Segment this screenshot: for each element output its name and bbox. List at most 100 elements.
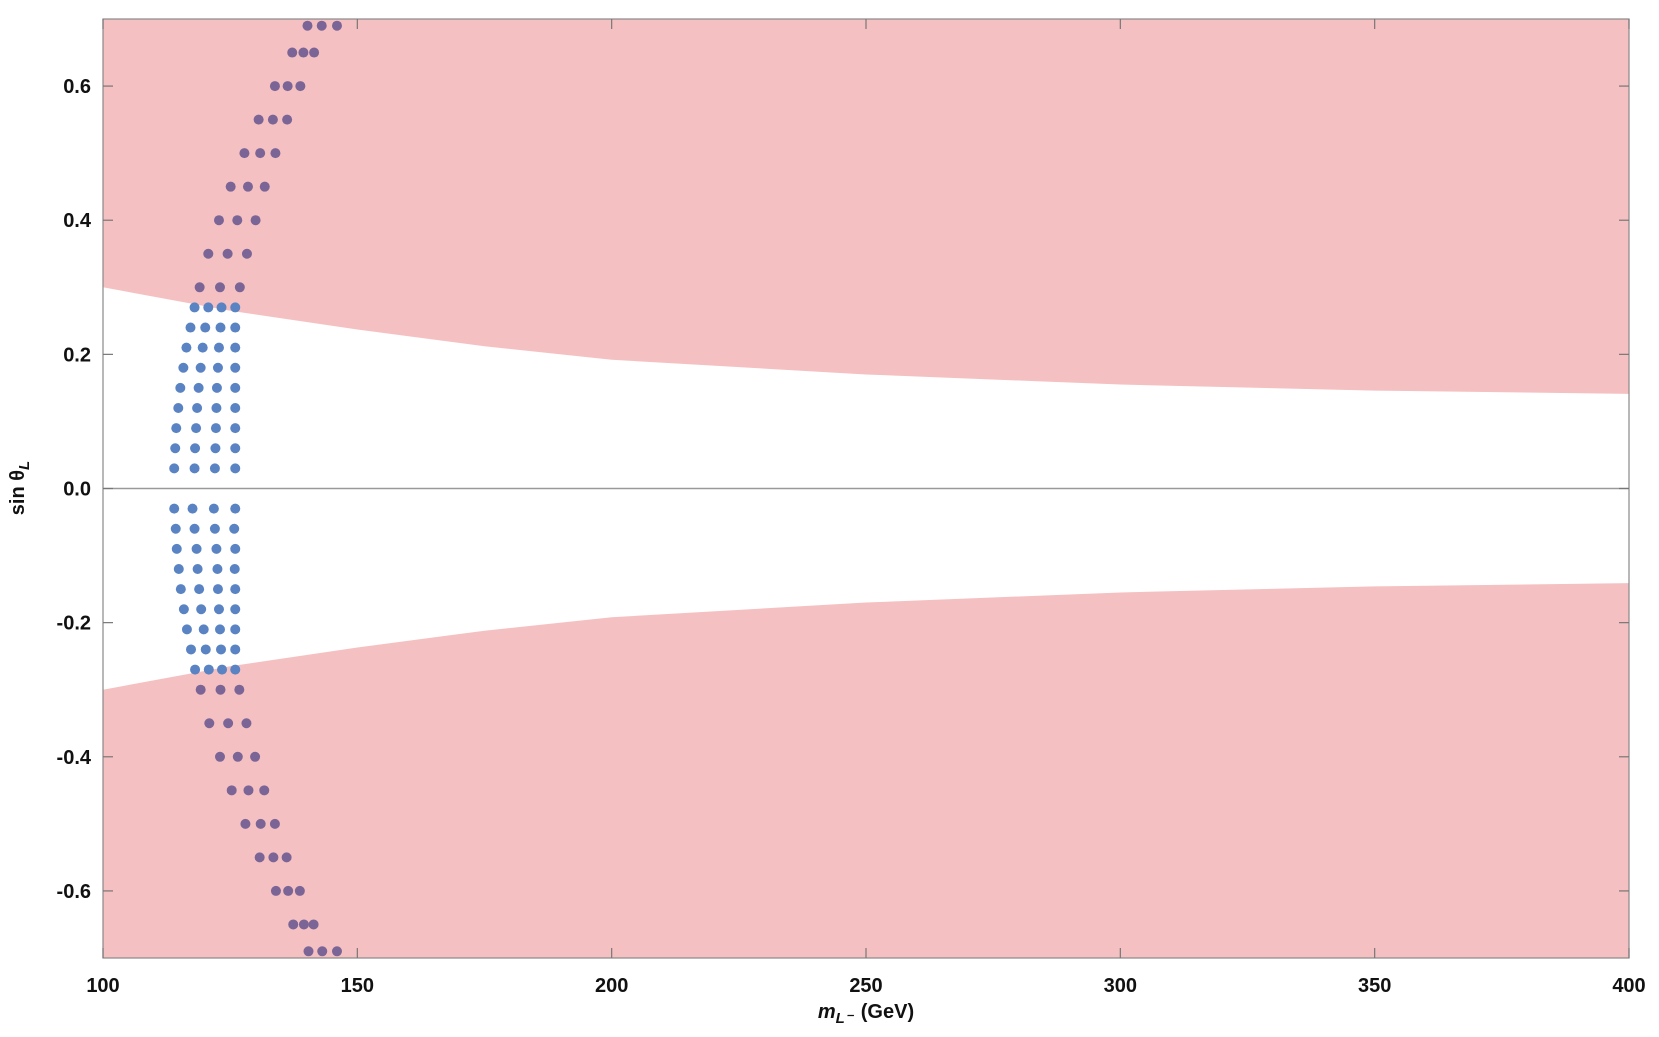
y-label-symbol: sin θ [7, 470, 29, 515]
point [239, 148, 250, 159]
point [250, 751, 261, 762]
x-tick-label: 200 [595, 975, 628, 997]
point [282, 81, 293, 92]
point [230, 382, 241, 393]
point [211, 403, 222, 414]
point [241, 248, 252, 259]
x-label-subscript: L⁻ [836, 1010, 855, 1027]
point [242, 181, 253, 192]
point [232, 215, 243, 226]
point [298, 47, 309, 58]
point [203, 664, 214, 675]
point [309, 47, 320, 58]
point [230, 403, 241, 414]
point [185, 644, 196, 655]
point [212, 362, 223, 373]
point [170, 523, 181, 534]
point [232, 751, 243, 762]
y-tick-label: 0.2 [63, 344, 91, 366]
point [303, 946, 314, 957]
point [288, 919, 299, 930]
point [203, 302, 214, 313]
point [210, 443, 221, 454]
point [189, 523, 200, 534]
x-tick-label: 100 [86, 975, 119, 997]
point [189, 302, 200, 313]
point [208, 503, 219, 514]
point [169, 503, 180, 514]
point [214, 751, 225, 762]
point [317, 946, 328, 957]
point [216, 644, 227, 655]
point [243, 785, 254, 796]
point [222, 248, 233, 259]
point [298, 919, 309, 930]
point [209, 463, 220, 474]
point [175, 382, 186, 393]
x-tick-label: 150 [341, 975, 374, 997]
point [212, 584, 223, 595]
point [195, 684, 206, 695]
point [230, 423, 241, 434]
point [269, 818, 280, 829]
point [194, 584, 205, 595]
point [223, 718, 234, 729]
point [171, 543, 182, 554]
point [269, 81, 280, 92]
point [213, 604, 224, 615]
point [192, 563, 203, 574]
point [212, 563, 223, 574]
point [230, 302, 241, 313]
point [209, 523, 220, 534]
point [230, 543, 241, 554]
point [230, 624, 241, 635]
point [302, 20, 313, 31]
point [230, 463, 241, 474]
point [213, 215, 224, 226]
point [253, 114, 264, 125]
y-tick-label: 0.6 [63, 76, 91, 98]
x-label-unit: (GeV) [861, 1001, 914, 1023]
point [215, 684, 226, 695]
point [240, 818, 251, 829]
excluded-region [103, 19, 1629, 394]
point [210, 423, 221, 434]
point [255, 818, 266, 829]
point [194, 282, 205, 293]
y-tick-label: 0.4 [63, 210, 92, 232]
point [192, 403, 203, 414]
y-tick-label: -0.4 [57, 747, 92, 769]
point [173, 403, 184, 414]
point [198, 624, 209, 635]
point [185, 322, 196, 333]
point [181, 624, 192, 635]
point [254, 852, 265, 863]
y-tick-label: -0.6 [57, 881, 91, 903]
point [295, 81, 306, 92]
point [308, 919, 319, 930]
point [178, 604, 189, 615]
point [287, 47, 298, 58]
point [230, 604, 241, 615]
point [230, 644, 241, 655]
point [190, 443, 201, 454]
point [316, 20, 327, 31]
point [282, 114, 293, 125]
point [181, 342, 192, 353]
point [241, 718, 252, 729]
point [211, 543, 222, 554]
point [331, 946, 342, 957]
point [294, 885, 305, 896]
x-tick-label: 300 [1104, 975, 1137, 997]
point [226, 785, 237, 796]
point [217, 664, 228, 675]
point [215, 322, 226, 333]
point [193, 382, 204, 393]
point [191, 423, 202, 434]
point [213, 342, 224, 353]
point [230, 362, 241, 373]
point [255, 148, 266, 159]
point [203, 248, 214, 259]
point [197, 342, 208, 353]
